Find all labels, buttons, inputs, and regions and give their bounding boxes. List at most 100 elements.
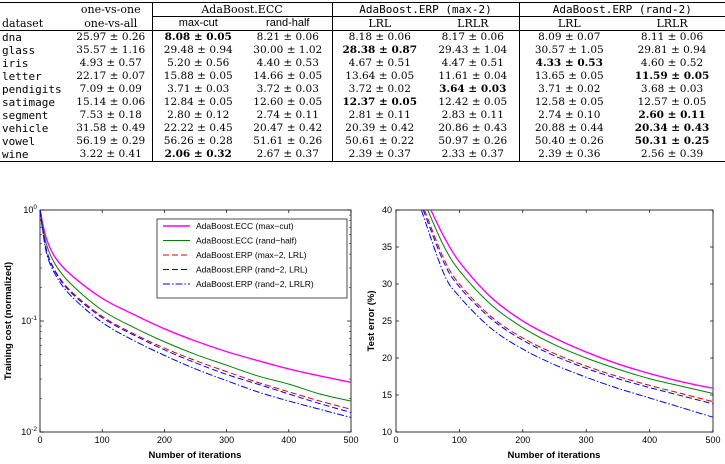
result-cell: 15.88 ± 0.05 — [151, 70, 244, 83]
header-adaboost-ecc: AdaBoost.ECC — [151, 2, 333, 17]
dataset-name: iris — [2, 57, 29, 70]
result-value: 25.97 ± 0.26 — [76, 31, 146, 43]
result-value: 12.42 ± 0.05 — [438, 96, 508, 108]
results-table-container: one-vs-one AdaBoost.ECC AdaBoost.ERP (ma… — [0, 2, 725, 162]
result-cell: 2.39 ± 0.36 — [518, 148, 620, 162]
y-tick-label: 10-1 — [21, 315, 37, 326]
result-value: 3.22 ± 0.41 — [79, 148, 142, 160]
x-tick-label: 200 — [157, 435, 172, 445]
result-value: 50.40 ± 0.26 — [534, 135, 604, 147]
result-cell: 20.39 ± 0.42 — [331, 122, 428, 135]
result-cell: 50.40 ± 0.26 — [518, 135, 620, 148]
result-value: 2.67 ± 0.37 — [256, 148, 319, 160]
result-value: 56.19 ± 0.29 — [76, 135, 146, 147]
result-cell: 29.43 ± 1.04 — [427, 44, 519, 57]
result-value: 12.57 ± 0.05 — [637, 96, 707, 108]
result-cell: 2.74 ± 0.11 — [244, 109, 332, 122]
result-cell: 50.61 ± 0.22 — [331, 135, 428, 148]
result-cell: 12.37 ± 0.05 — [331, 96, 428, 109]
result-value: 8.18 ± 0.06 — [348, 31, 411, 43]
table-row: glass 35.57 ± 1.16 29.48 ± 0.94 30.00 ± 1.0… — [0, 44, 725, 57]
header-lrlr-rand2: LRLR — [656, 17, 688, 30]
result-cell: 2.06 ± 0.32 — [151, 148, 244, 162]
dataset-name: wine — [0, 148, 70, 162]
result-value: 30.57 ± 1.05 — [534, 44, 604, 56]
result-cell: 2.74 ± 0.10 — [518, 109, 620, 122]
result-cell: 8.09 ± 0.07 — [518, 30, 620, 44]
result-cell: 8.08 ± 0.05 — [151, 30, 244, 44]
result-cell: 20.47 ± 0.42 — [244, 122, 332, 135]
result-value: 4.67 ± 0.51 — [348, 57, 411, 69]
result-cell: 12.84 ± 0.05 — [151, 96, 244, 109]
result-cell: 4.40 ± 0.53 — [244, 57, 332, 70]
x-tick-label: 0 — [37, 435, 42, 445]
result-cell: 8.21 ± 0.06 — [244, 30, 333, 44]
result-cell: 4.33 ± 0.53 — [518, 57, 620, 70]
result-value: 2.80 ± 0.12 — [167, 109, 230, 121]
legend-entry-label: AdaBoost.ECC (rand−half) — [196, 236, 297, 246]
header-adaboost-erp-rand2: AdaBoost.ERP (rand-2) — [518, 2, 725, 17]
result-cell: 3.64 ± 0.03 — [427, 83, 519, 96]
x-tick-label: 100 — [95, 435, 110, 445]
result-value: 50.61 ± 0.22 — [345, 135, 415, 147]
result-cell: 2.83 ± 0.11 — [427, 109, 519, 122]
result-value: 28.38 ± 0.87 — [342, 44, 418, 56]
legend: AdaBoost.ECC (max−cut) AdaBoost.ECC (rand… — [156, 218, 348, 299]
result-cell: 35.57 ± 1.16 — [70, 44, 152, 57]
table-row: pendigits 7.09 ± 0.09 3.71 ± 0.03 3.72 ± 0.… — [0, 83, 725, 96]
series-line — [39, 209, 352, 413]
header-lrlr-max2: LRLR — [457, 17, 489, 30]
result-cell: 51.61 ± 0.26 — [244, 135, 332, 148]
result-value: 50.31 ± 0.25 — [634, 135, 710, 147]
result-value: 3.71 ± 0.03 — [167, 83, 230, 95]
result-value: 3.72 ± 0.03 — [256, 83, 319, 95]
header-blank — [0, 2, 70, 17]
result-value: 2.06 ± 0.32 — [164, 148, 232, 160]
x-tick-label: 100 — [452, 435, 467, 445]
header-one-vs-one: one-vs-one — [70, 2, 152, 17]
result-cell: 8.18 ± 0.06 — [331, 30, 428, 44]
result-value: 3.72 ± 0.02 — [348, 83, 411, 95]
dataset-name: pendigits — [2, 83, 62, 96]
result-cell: 4.67 ± 0.51 — [331, 57, 428, 70]
y-tick-label: 10-2 — [21, 426, 37, 437]
y-tick-label: 30 — [382, 279, 392, 289]
y-tick-base: 10 — [23, 205, 33, 215]
header-dataset: dataset — [2, 16, 44, 30]
header-max-cut: max-cut — [151, 16, 244, 31]
result-cell: 3.71 ± 0.03 — [151, 83, 244, 96]
result-value: 20.34 ± 0.43 — [634, 122, 710, 134]
legend-entry-label: AdaBoost.ERP (rand−2, LRLR) — [196, 279, 314, 289]
table-row: letter 22.17 ± 0.07 15.88 ± 0.05 14.66 ± 0.… — [0, 70, 725, 83]
result-cell: 3.22 ± 0.41 — [70, 148, 152, 162]
result-value: 2.39 ± 0.37 — [348, 148, 411, 160]
table-row: wine 3.22 ± 0.41 2.06 ± 0.32 2.67 ± 0.37 2.3… — [0, 148, 725, 162]
series-line — [420, 209, 714, 418]
result-cell: 22.17 ± 0.07 — [70, 70, 152, 83]
result-cell: 13.65 ± 0.05 — [518, 70, 620, 83]
result-value: 3.64 ± 0.03 — [439, 83, 507, 95]
result-value: 15.14 ± 0.06 — [76, 96, 146, 108]
result-cell: 25.97 ± 0.26 — [70, 30, 152, 44]
result-cell: 12.57 ± 0.05 — [619, 96, 725, 109]
y-tick-exponent: -2 — [31, 426, 37, 433]
result-value: 15.88 ± 0.05 — [163, 70, 233, 82]
x-tick-label: 500 — [343, 435, 358, 445]
result-value: 29.43 ± 1.04 — [438, 44, 508, 56]
x-tick-label: 200 — [515, 435, 530, 445]
table-row: vehicle 31.58 ± 0.49 22.22 ± 0.45 20.47 ± 0… — [0, 122, 725, 135]
result-cell: 2.39 ± 0.37 — [331, 148, 428, 162]
y-tick-label: 25 — [382, 316, 392, 326]
result-value: 22.17 ± 0.07 — [76, 70, 146, 82]
result-value: 11.61 ± 0.04 — [438, 70, 508, 82]
result-cell: 7.09 ± 0.09 — [70, 83, 152, 96]
result-cell: 2.56 ± 0.39 — [619, 148, 725, 162]
result-value: 20.47 ± 0.42 — [253, 122, 323, 134]
result-value: 29.81 ± 0.94 — [637, 44, 707, 56]
result-cell: 50.31 ± 0.25 — [619, 135, 725, 148]
result-value: 11.59 ± 0.05 — [634, 70, 710, 82]
y-tick-exponent: 0 — [33, 204, 37, 211]
result-value: 29.48 ± 0.94 — [163, 44, 233, 56]
result-cell: 22.22 ± 0.45 — [151, 122, 244, 135]
